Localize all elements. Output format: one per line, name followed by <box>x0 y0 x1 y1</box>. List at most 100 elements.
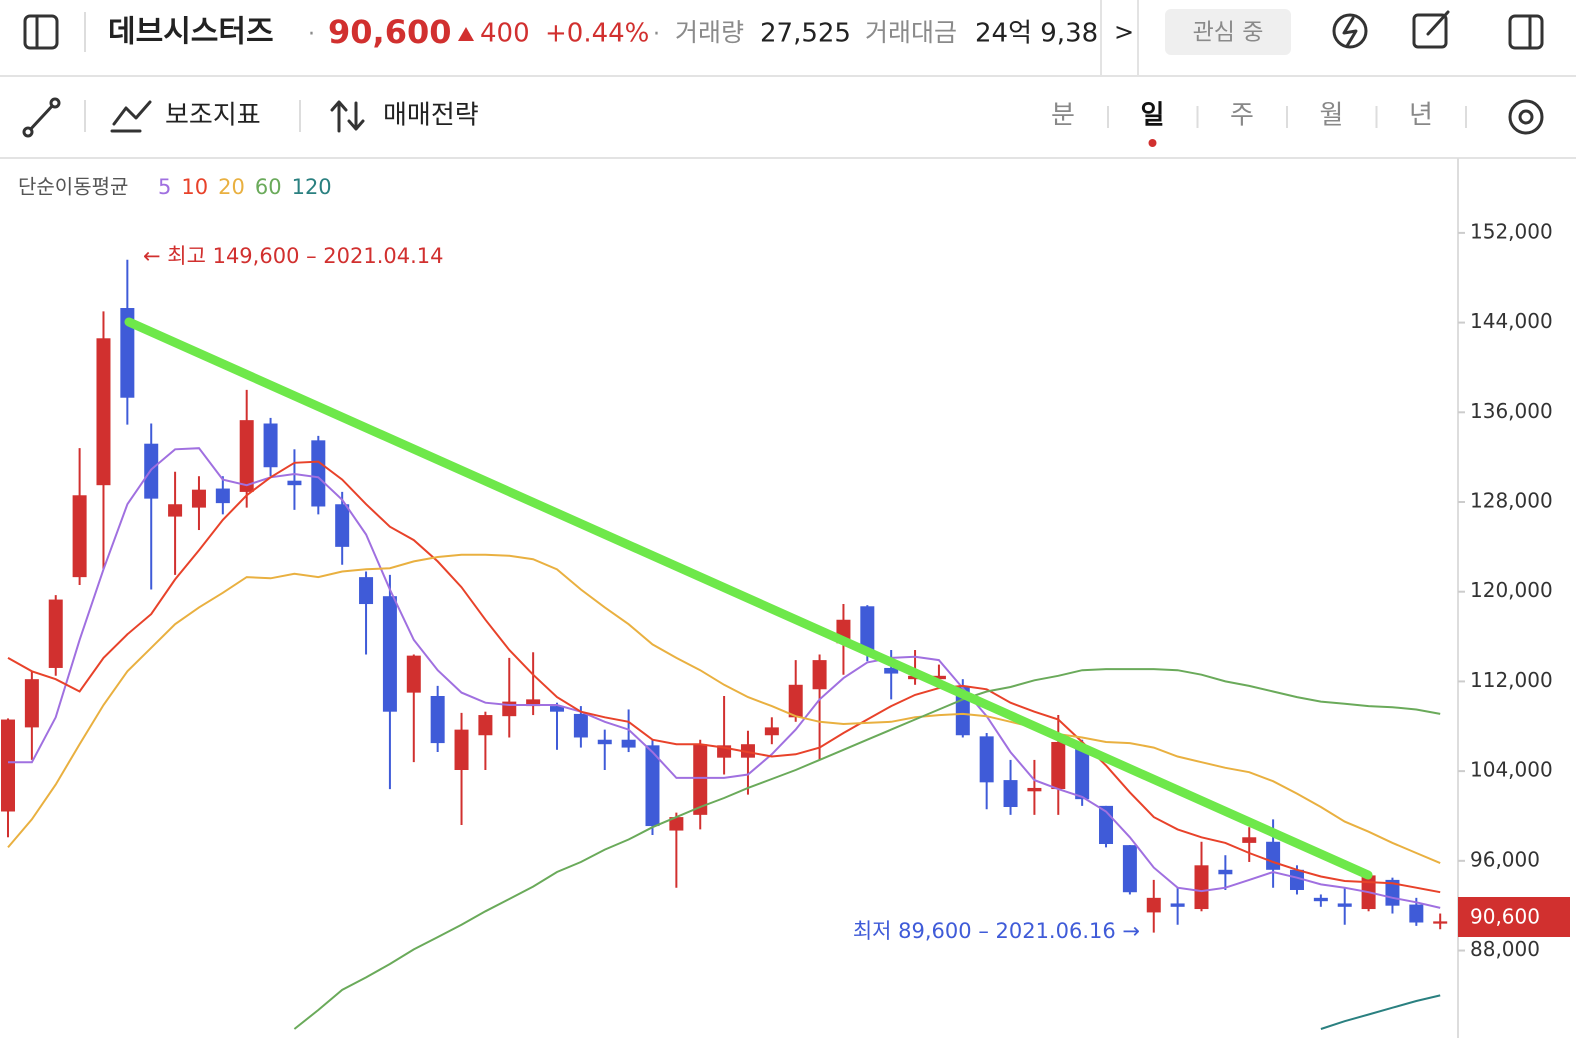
candle-body <box>239 420 254 492</box>
last-price-tag <box>1458 897 1570 937</box>
candle-body <box>1003 780 1018 808</box>
high-annotation: ← 최고 149,600 – 2021.04.14 <box>143 244 444 268</box>
candle-body <box>1146 897 1161 913</box>
candle-body <box>573 713 588 738</box>
period-tab[interactable]: 일 <box>1141 101 1165 131</box>
more[interactable]: > <box>1114 18 1134 46</box>
candle-body <box>96 338 111 486</box>
volume: 27,525 <box>760 19 851 49</box>
y-tick-label: 128,000 <box>1470 489 1553 513</box>
indicator-icon[interactable] <box>112 100 152 126</box>
amount: 24억 9,382 <box>975 19 1115 49</box>
candle-body <box>24 679 39 728</box>
candle-body <box>1242 837 1257 843</box>
y-tick-label: 112,000 <box>1470 668 1553 692</box>
moving-average-line <box>8 447 1441 909</box>
candle-body <box>740 744 755 758</box>
legend-title: 단순이동평균 <box>18 175 128 199</box>
candle-body <box>287 480 302 486</box>
period-tab[interactable]: 월 <box>1320 101 1344 131</box>
line-tool-icon[interactable] <box>26 102 56 134</box>
candle-body <box>335 504 350 547</box>
moving-average-line <box>7 460 1441 894</box>
candle-body <box>191 489 206 508</box>
low-annotation: 최저 89,600 – 2021.06.16 → <box>853 919 1140 943</box>
candle-body <box>979 736 994 783</box>
y-tick-label: 96,000 <box>1470 847 1540 871</box>
period-tab[interactable]: 분 <box>1051 101 1075 131</box>
active-dot <box>1148 139 1157 147</box>
separator: · <box>308 22 315 47</box>
change: 400 <box>480 19 530 49</box>
candle-body <box>1170 903 1185 907</box>
candle-body <box>645 745 660 827</box>
moving-average-line <box>7 553 1441 865</box>
strategy-icon <box>347 119 365 131</box>
candle-body <box>215 488 230 504</box>
candle-body <box>1 719 15 812</box>
candle-body <box>1027 787 1042 792</box>
legend-entry: 5 <box>158 175 171 199</box>
plot <box>1 259 1448 1030</box>
strategy-label[interactable]: 매매전략 <box>383 101 479 131</box>
legend-entry: 10 <box>181 175 208 199</box>
legend-entry: 60 <box>255 175 282 199</box>
separator: · <box>653 22 660 47</box>
candle-body <box>1075 747 1090 800</box>
indicator-label[interactable]: 보조지표 <box>165 101 261 131</box>
candle-body <box>860 606 875 651</box>
trend-line-drawing <box>124 317 1373 880</box>
y-tick-label: 88,000 <box>1470 937 1540 961</box>
candle-body <box>48 599 63 668</box>
candle-body <box>764 727 779 736</box>
panel-icon[interactable] <box>1508 14 1544 50</box>
candle-body <box>1337 903 1352 907</box>
candle-body <box>382 596 397 712</box>
period-tab[interactable]: 년 <box>1409 101 1433 131</box>
candle-body <box>621 739 636 748</box>
volume-label: 거래량 <box>675 18 744 47</box>
candle-body <box>693 744 708 815</box>
y-tick-label: 104,000 <box>1470 758 1553 782</box>
y-tick-label: 152,000 <box>1470 219 1553 243</box>
period-tab[interactable]: 주 <box>1230 101 1254 131</box>
candle-body <box>406 655 421 693</box>
candle-body <box>788 684 803 718</box>
clip: 24억 9,382 <box>975 19 1115 49</box>
candle-body <box>1289 869 1304 890</box>
candle-body <box>1266 841 1281 870</box>
price: 90,600 <box>328 13 451 51</box>
memo-icon-pen <box>1426 10 1450 36</box>
y-tick-label: 144,000 <box>1470 309 1553 333</box>
candle-body <box>311 440 326 507</box>
watch-button[interactable] <box>1165 9 1291 55</box>
candle-body <box>359 577 374 605</box>
memo-icon[interactable] <box>1412 13 1448 49</box>
candle-body <box>168 504 183 517</box>
candle-body <box>1409 904 1424 923</box>
amount-label: 거래대금 <box>865 18 957 47</box>
legend-entry: 20 <box>218 175 245 199</box>
candle-body <box>454 729 469 771</box>
sidebar-icon[interactable] <box>23 14 59 50</box>
watch-button-label: 관심 중 <box>1193 20 1264 46</box>
candle-body <box>1194 865 1209 910</box>
settings-icon[interactable] <box>1508 99 1544 135</box>
candle-body <box>884 667 899 674</box>
candle-body <box>526 699 541 707</box>
legend-entry: 120 <box>292 175 332 199</box>
candle-body <box>1051 741 1066 790</box>
y-tick-label: 120,000 <box>1470 578 1553 602</box>
candle-body <box>120 308 135 398</box>
candle-body <box>430 695 445 744</box>
candle-body <box>550 706 565 712</box>
candle-body <box>1313 897 1328 902</box>
alert-icon[interactable] <box>1332 13 1368 49</box>
candle-body <box>597 739 612 745</box>
moving-average-line <box>1320 994 1441 1030</box>
candle-body <box>931 675 946 680</box>
candle-body <box>1122 845 1137 893</box>
moving-average-line <box>293 668 1441 1030</box>
candle-body <box>1218 869 1233 875</box>
